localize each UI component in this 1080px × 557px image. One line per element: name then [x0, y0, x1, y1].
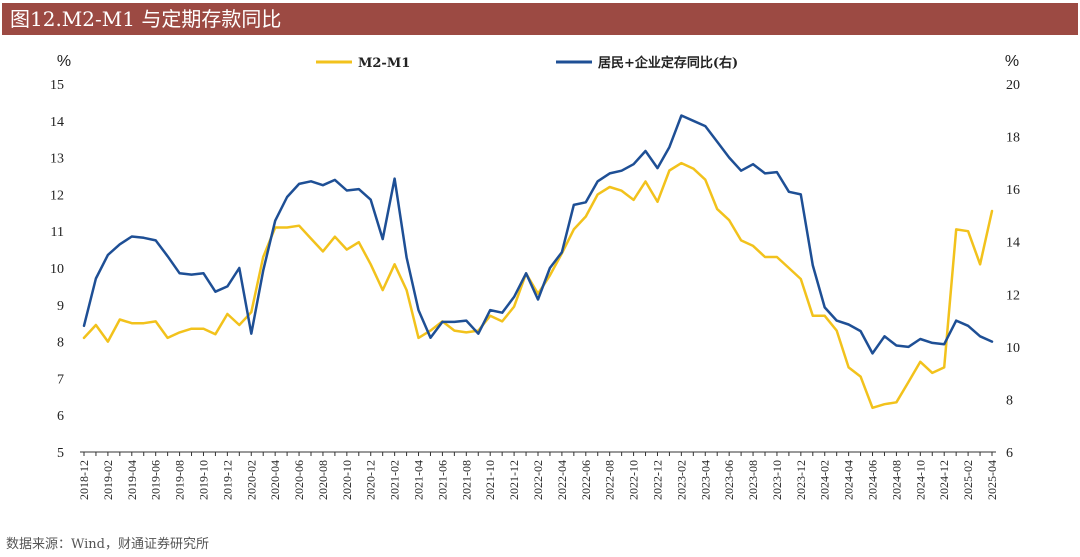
- x-tick-label: 2021-06: [435, 460, 449, 500]
- y-left-tick-label: 10: [50, 262, 64, 277]
- x-tick-label: 2023-10: [770, 460, 784, 500]
- y-right-unit: %: [1005, 53, 1019, 70]
- x-tick-label: 2020-04: [268, 460, 282, 500]
- x-tick-label: 2023-04: [698, 460, 712, 500]
- y-right-tick-label: 20: [1006, 78, 1020, 93]
- y-left-tick-label: 6: [57, 409, 64, 424]
- x-tick-label: 2020-08: [316, 460, 330, 500]
- y-left-tick-label: 13: [50, 152, 64, 167]
- legend-label: 居民+企业定存同比(右): [598, 55, 738, 71]
- x-tick-label: 2019-06: [149, 460, 163, 500]
- x-tick-label: 2020-12: [364, 460, 378, 500]
- y-right-tick-label: 18: [1006, 131, 1020, 146]
- source-note: 数据来源：Wind，财通证券研究所: [6, 537, 209, 552]
- x-tick-label: 2019-12: [220, 460, 234, 500]
- x-tick-label: 2020-02: [244, 460, 258, 500]
- y-right-tick-label: 10: [1006, 341, 1020, 356]
- y-left-tick-label: 14: [50, 115, 64, 130]
- chart: % % 5 6 7 8 9 10 11 12 13 14 15 6 8 10 12 14 16 18 20 2018-12…: [50, 53, 1020, 500]
- x-tick-label: 2018-12: [77, 460, 91, 500]
- x-tick-label: 2019-08: [173, 460, 187, 500]
- x-tick-label: 2022-10: [627, 460, 641, 500]
- y-left-tick-label: 11: [51, 225, 64, 240]
- x-tick-label: 2024-06: [866, 460, 880, 500]
- x-tick-label: 2021-02: [388, 460, 402, 500]
- y-right-tick-label: 14: [1006, 236, 1020, 251]
- x-tick-label: 2022-02: [531, 460, 545, 500]
- chart-series-group: [82, 114, 994, 410]
- x-tick-label: 2024-10: [913, 460, 927, 500]
- x-tick-label: 2019-04: [125, 460, 139, 500]
- x-tick-label: 2023-12: [794, 460, 808, 500]
- x-tick-label: 2024-08: [889, 460, 903, 500]
- x-tick-label: 2021-12: [507, 460, 521, 500]
- series-line-deposit-yoy: [82, 114, 994, 355]
- legend-label: M2-M1: [358, 56, 410, 71]
- x-tick-label: 2024-02: [818, 460, 832, 500]
- y-left-tick-label: 7: [57, 372, 64, 387]
- x-tick-label: 2021-08: [459, 460, 473, 500]
- x-tick-label: 2021-10: [483, 460, 497, 500]
- x-tick-label: 2023-02: [674, 460, 688, 500]
- y-right-tick-label: 16: [1006, 183, 1020, 198]
- x-tick-label: 2020-06: [292, 460, 306, 500]
- y-right-tick-label: 8: [1006, 393, 1013, 408]
- x-tick-label: 2021-04: [412, 460, 426, 500]
- page-title: 图12.M2-M1 与定期存款同比: [10, 7, 282, 31]
- x-tick-label: 2025-02: [961, 460, 975, 500]
- x-tick-label: 2020-10: [340, 460, 354, 500]
- series-line-m2-m1: [82, 161, 994, 410]
- x-tick-label: 2022-12: [650, 460, 664, 500]
- y-left-tick-label: 5: [57, 446, 64, 461]
- y-right-tick-label: 12: [1006, 288, 1020, 303]
- y-left-tick-label: 9: [57, 299, 64, 314]
- x-tick-label: 2025-04: [985, 460, 999, 500]
- x-tick-label: 2022-06: [579, 460, 593, 500]
- x-tick-label: 2023-08: [746, 460, 760, 500]
- y-left-tick-label: 8: [57, 336, 64, 351]
- x-tick-label: 2024-04: [842, 460, 856, 500]
- y-left-tick-label: 12: [50, 188, 64, 203]
- x-tick-label: 2022-08: [603, 460, 617, 500]
- chart-legend: M2-M1 居民+企业定存同比(右): [316, 55, 738, 71]
- title-bar: 图12.M2-M1 与定期存款同比: [2, 3, 1078, 35]
- x-tick-label: 2019-02: [101, 460, 115, 500]
- x-tick-label: 2022-04: [555, 460, 569, 500]
- x-tick-label: 2024-12: [937, 460, 951, 500]
- chart-axes: % % 5 6 7 8 9 10 11 12 13 14 15 6 8 10 12 14 16 18 20 2018-12…: [50, 53, 1020, 500]
- y-right-tick-label: 6: [1006, 446, 1013, 461]
- x-tick-label: 2023-06: [722, 460, 736, 500]
- y-left-tick-label: 15: [50, 78, 64, 93]
- y-left-unit: %: [57, 53, 71, 70]
- x-tick-label: 2019-10: [196, 460, 210, 500]
